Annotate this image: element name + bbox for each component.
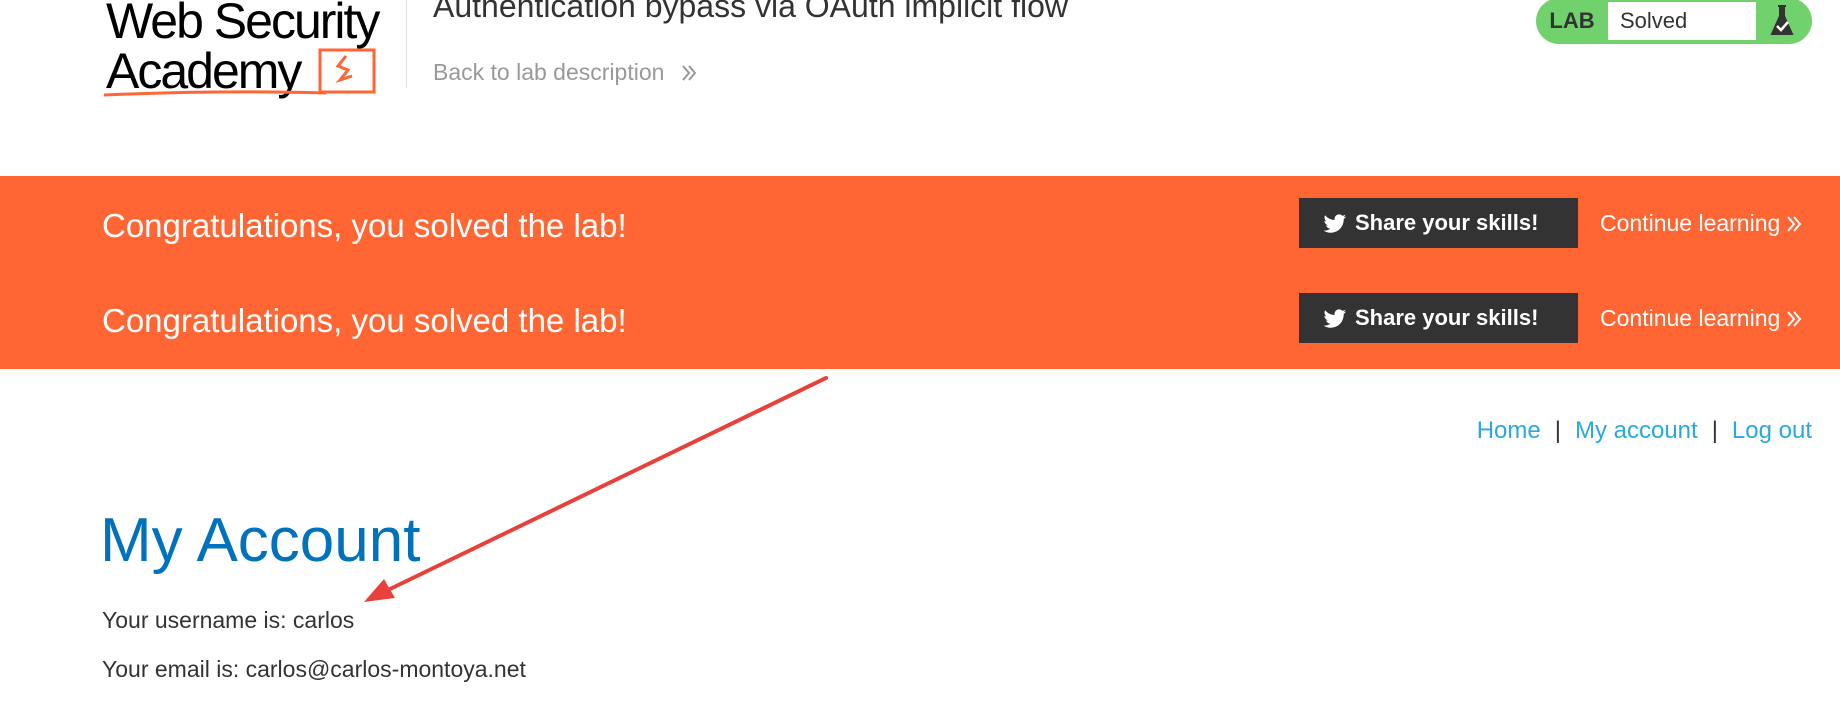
nav-separator: |: [1711, 417, 1718, 444]
share-your-skills-button[interactable]: Share your skills!: [1299, 293, 1578, 343]
share-your-skills-button[interactable]: Share your skills!: [1299, 198, 1578, 248]
lab-status-state: Solved: [1608, 2, 1756, 40]
back-to-lab-description-link[interactable]: Back to lab description: [433, 58, 697, 88]
double-chevron-right-icon: [681, 60, 697, 88]
home-link[interactable]: Home: [1476, 417, 1541, 444]
notification-row: Congratulations, you solved the lab! Sha…: [0, 198, 1840, 254]
svg-text:Academy: Academy: [106, 43, 302, 99]
lab-header: Web Security Academy Authentication bypa…: [0, 0, 1840, 176]
svg-text:Web Security: Web Security: [106, 0, 380, 49]
email-line: Your email is: carlos@carlos-montoya.net: [102, 656, 526, 682]
notification-row: Congratulations, you solved the lab! Sha…: [0, 293, 1840, 349]
web-security-academy-logo[interactable]: Web Security Academy: [102, 0, 412, 102]
my-account-link[interactable]: My account: [1574, 417, 1698, 444]
log-out-link[interactable]: Log out: [1731, 417, 1812, 444]
congratulations-message: Congratulations, you solved the lab!: [102, 302, 627, 339]
nav-separator: |: [1554, 417, 1561, 444]
share-button-label: Share your skills!: [1355, 305, 1539, 330]
top-nav-links: Home | My account | Log out: [1477, 414, 1812, 448]
lab-status-label: LAB: [1549, 8, 1595, 33]
congratulations-message: Congratulations, you solved the lab!: [102, 207, 627, 244]
share-button-label: Share your skills!: [1355, 210, 1539, 235]
continue-learning-label: Continue learning: [1600, 305, 1781, 331]
continue-learning-link[interactable]: Continue learning: [1600, 293, 1802, 343]
continue-learning-link[interactable]: Continue learning: [1600, 198, 1802, 248]
username-line: Your username is: carlos: [102, 607, 355, 633]
twitter-icon: [1323, 297, 1347, 347]
lab-title: Authentication bypass via OAuth implicit…: [433, 0, 1068, 24]
back-link-label: Back to lab description: [433, 59, 665, 85]
lab-status-widget: LAB Solved: [1536, 0, 1812, 44]
double-chevron-right-icon: [1786, 295, 1802, 345]
flask-icon: [1762, 2, 1802, 40]
double-chevron-right-icon: [1786, 200, 1802, 250]
twitter-icon: [1323, 202, 1347, 252]
solved-notification-bar: Congratulations, you solved the lab! Sha…: [0, 176, 1840, 369]
page-title: My Account: [100, 506, 421, 575]
continue-learning-label: Continue learning: [1600, 210, 1781, 236]
header-divider: [406, 0, 407, 88]
